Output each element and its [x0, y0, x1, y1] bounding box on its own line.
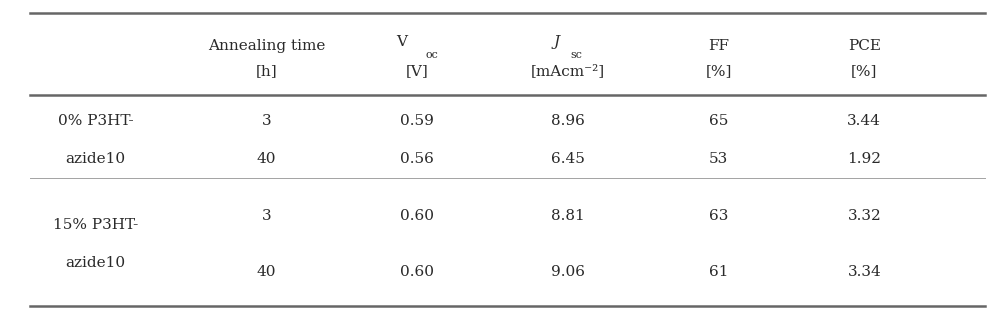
Text: 61: 61	[709, 266, 729, 279]
Text: oc: oc	[425, 50, 438, 60]
Text: 0.60: 0.60	[400, 266, 434, 279]
Text: azide10: azide10	[65, 152, 126, 166]
Text: [mAcm⁻²]: [mAcm⁻²]	[531, 64, 605, 78]
Text: J: J	[554, 35, 560, 49]
Text: 3: 3	[261, 209, 271, 223]
Text: 53: 53	[709, 152, 729, 166]
Text: 0% P3HT-: 0% P3HT-	[57, 114, 134, 128]
Text: [%]: [%]	[851, 64, 877, 78]
Text: [%]: [%]	[706, 64, 732, 78]
Text: 3.44: 3.44	[847, 114, 881, 128]
Text: FF: FF	[709, 39, 729, 53]
Text: 40: 40	[256, 152, 276, 166]
Text: PCE: PCE	[848, 39, 880, 53]
Text: V: V	[396, 35, 407, 49]
Text: 3: 3	[261, 114, 271, 128]
Text: [V]: [V]	[406, 64, 428, 78]
Text: 8.81: 8.81	[551, 209, 585, 223]
Text: 9.06: 9.06	[551, 266, 585, 279]
Text: 0.59: 0.59	[400, 114, 434, 128]
Text: 0.60: 0.60	[400, 209, 434, 223]
Text: 40: 40	[256, 266, 276, 279]
Text: sc: sc	[571, 50, 583, 60]
Text: Annealing time: Annealing time	[208, 39, 325, 53]
Text: 63: 63	[709, 209, 729, 223]
Text: [h]: [h]	[255, 64, 277, 78]
Text: 8.96: 8.96	[551, 114, 585, 128]
Text: 15% P3HT-: 15% P3HT-	[53, 218, 138, 232]
Text: azide10: azide10	[65, 256, 126, 270]
Text: 3.32: 3.32	[847, 209, 881, 223]
Text: 1.92: 1.92	[847, 152, 881, 166]
Text: 3.34: 3.34	[847, 266, 881, 279]
Text: 6.45: 6.45	[551, 152, 585, 166]
Text: 0.56: 0.56	[400, 152, 434, 166]
Text: 65: 65	[709, 114, 729, 128]
